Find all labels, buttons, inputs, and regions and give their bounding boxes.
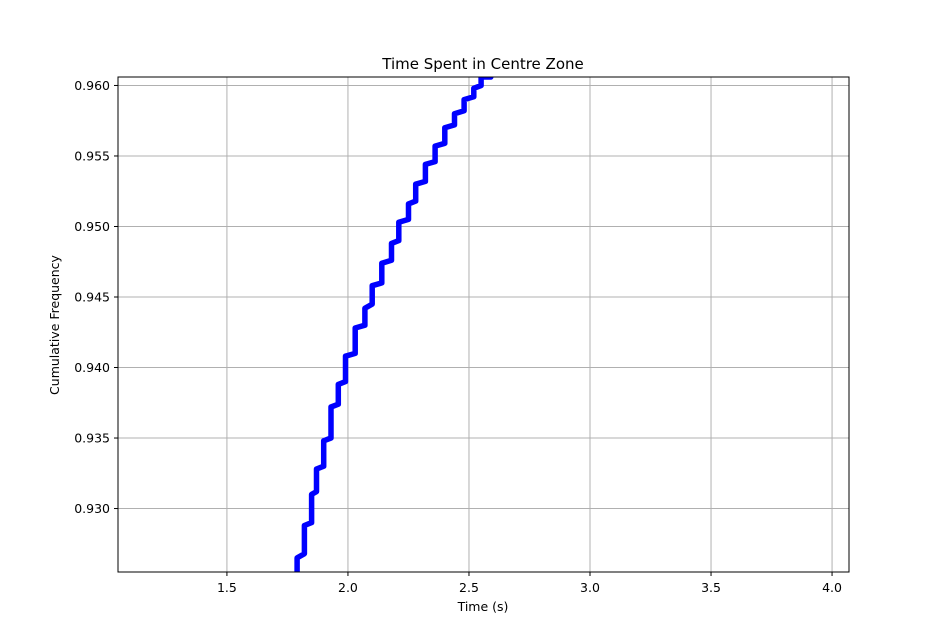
y-tick-label: 0.935: [74, 431, 110, 446]
x-tick-label: 4.0: [822, 580, 842, 595]
chart-title: Time Spent in Centre Zone: [381, 55, 583, 73]
y-axis-label: Cumulative Frequency: [47, 254, 62, 394]
x-tick-label: 1.5: [217, 580, 237, 595]
y-tick-label: 0.945: [74, 290, 110, 305]
y-tick-label: 0.955: [74, 148, 110, 163]
x-tick-label: 2.5: [459, 580, 479, 595]
y-tick-label: 0.960: [74, 78, 110, 93]
series-layer: [294, 77, 494, 572]
plot-frame: [117, 76, 850, 573]
x-tick-label: 3.0: [580, 580, 600, 595]
grid: [118, 77, 849, 572]
y-tick-label: 0.930: [74, 501, 110, 516]
y-tick-label: 0.940: [74, 360, 110, 375]
y-axis-ticks: 0.930 0.935 0.940 0.945 0.950 0.955 0.960: [74, 78, 118, 516]
x-tick-label: 3.5: [701, 580, 721, 595]
x-axis-label: Time (s): [457, 599, 509, 614]
x-axis-ticks: 1.5 2.0 2.5 3.0 3.5 4.0: [217, 572, 842, 595]
cumulative-frequency-line: [294, 77, 494, 572]
y-tick-label: 0.950: [74, 219, 110, 234]
x-tick-label: 2.0: [338, 580, 358, 595]
